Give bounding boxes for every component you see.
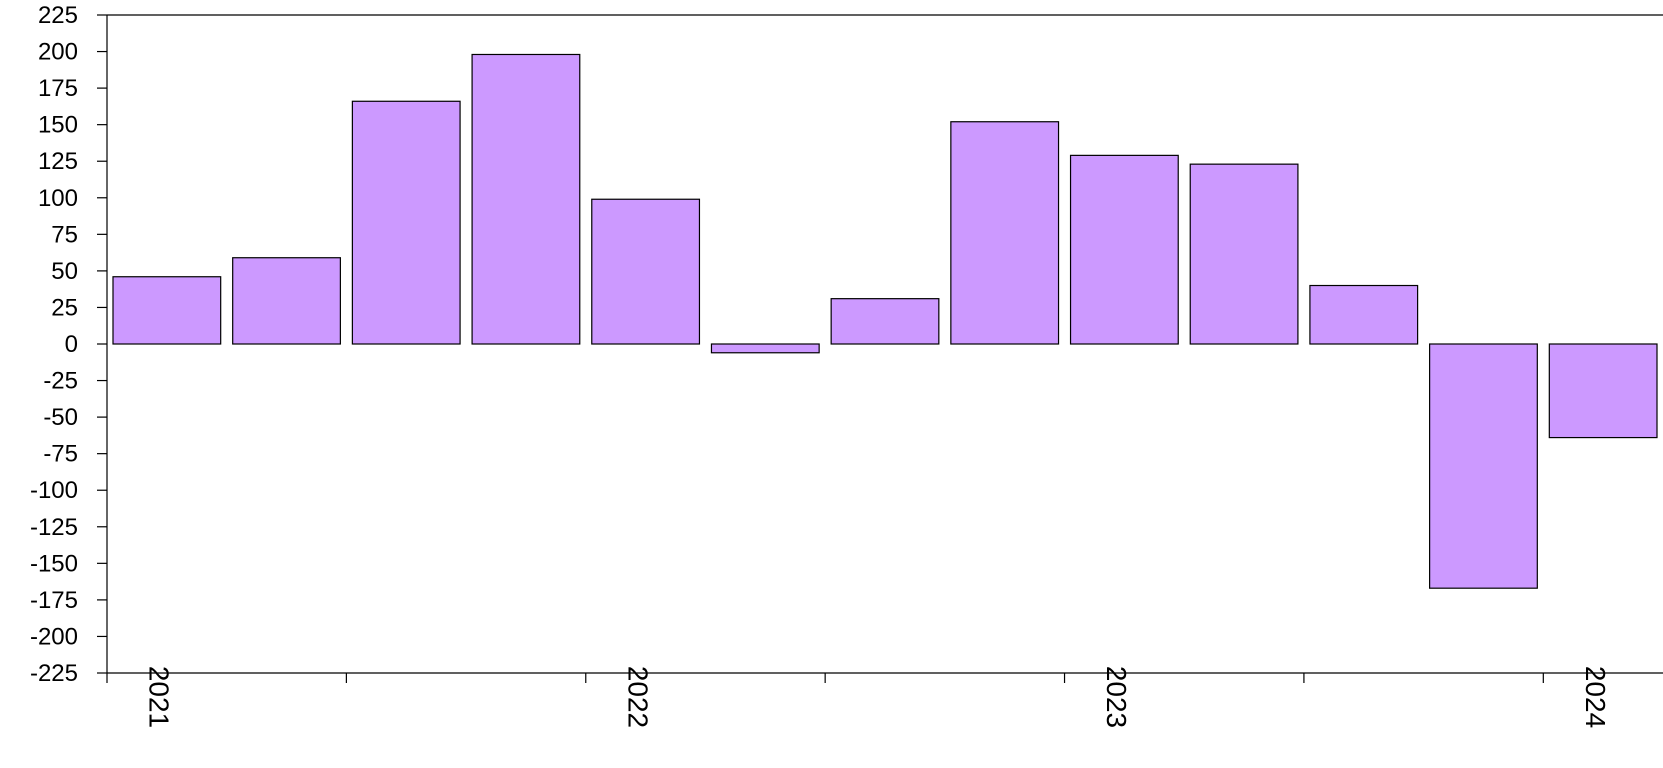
y-tick-label-0: 225 [38, 2, 78, 29]
axes-layer [97, 14, 1663, 683]
bar-6 [830, 298, 940, 345]
x-tick-label-2024: 2024 [1580, 666, 1611, 728]
y-tick-label-5: 100 [38, 185, 78, 212]
y-tick-label-1: 200 [38, 39, 78, 66]
y-tick-label-3: 150 [38, 112, 78, 139]
y-tick-label-15: -150 [30, 550, 78, 577]
bar-12 [1548, 343, 1658, 439]
x-tick-label-2022: 2022 [622, 666, 653, 728]
y-tick-label-16: -175 [30, 587, 78, 614]
y-tick-label-17: -200 [30, 623, 78, 650]
bar-11 [1429, 343, 1538, 589]
bar-1 [232, 257, 341, 345]
bar-2 [351, 100, 461, 345]
y-tick-label-11: -50 [43, 404, 78, 431]
bar-7 [950, 121, 1060, 345]
bars-layer [112, 53, 1658, 589]
labels-layer: 225 200 175 150 125 100 75 50 25 0 -25 -50 -75 -100 -1… [30, 2, 1611, 728]
bar-10 [1309, 284, 1419, 345]
y-tick-label-14: -125 [30, 514, 78, 541]
bar-8 [1069, 154, 1179, 345]
y-tick-label-2: 175 [38, 75, 78, 102]
y-tick-label-13: -100 [30, 477, 78, 504]
bar-3 [471, 53, 581, 345]
x-tick-label-2023: 2023 [1101, 666, 1132, 728]
y-tick-label-18: -225 [30, 660, 78, 687]
bar-9 [1189, 163, 1299, 345]
bar-4 [591, 198, 701, 345]
y-tick-label-6: 75 [51, 221, 78, 248]
y-tick-label-9: 0 [65, 331, 78, 358]
y-tick-label-10: -25 [43, 368, 78, 395]
y-tick-label-12: -75 [43, 441, 78, 468]
y-tick-label-8: 25 [51, 294, 78, 321]
x-tick-label-2021: 2021 [144, 666, 175, 728]
bar-0 [112, 276, 222, 345]
y-tick-label-7: 50 [51, 258, 78, 285]
bar-5 [710, 343, 820, 354]
y-tick-label-4: 125 [38, 148, 78, 175]
